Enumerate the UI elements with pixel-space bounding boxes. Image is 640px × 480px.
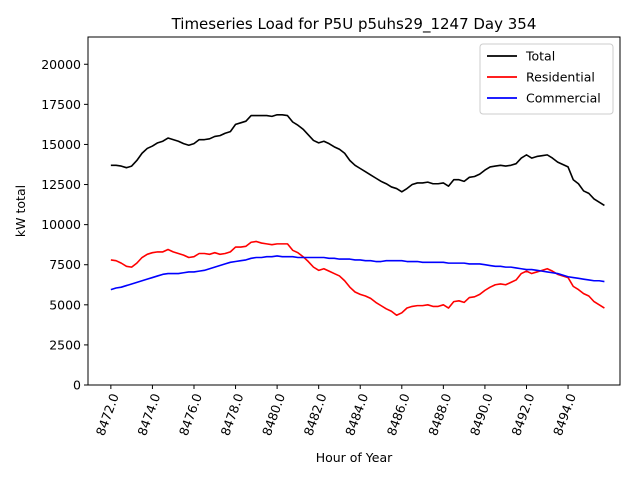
legend-label-total: Total bbox=[525, 49, 555, 64]
series-line-residential bbox=[110, 240, 605, 317]
legend-label-residential: Residential bbox=[526, 70, 595, 85]
plot-frame bbox=[87, 36, 621, 386]
legend-label-commercial: Commercial bbox=[526, 91, 601, 106]
y-tick-label: 7500 bbox=[49, 257, 81, 272]
y-tick-label: 17500 bbox=[41, 97, 81, 112]
y-tick-label: 2500 bbox=[49, 337, 81, 352]
legend: Total Residential Commercial bbox=[479, 43, 614, 115]
y-axis-title: kW total bbox=[13, 185, 28, 237]
y-axis: 0 2500 5000 7500 10000 12500 15000 17500 20000 bbox=[41, 57, 88, 393]
series-line-total bbox=[110, 113, 605, 207]
series-line-commercial bbox=[110, 255, 605, 291]
legend-box bbox=[479, 43, 614, 115]
series-layer bbox=[110, 113, 605, 317]
y-tick-label: 5000 bbox=[49, 297, 81, 312]
chart-title: Timeseries Load for P5U p5uhs29_1247 Day… bbox=[171, 15, 537, 34]
y-tick-label: 10000 bbox=[41, 217, 81, 232]
x-axis-title: Hour of Year bbox=[316, 450, 393, 465]
y-tick-label: 12500 bbox=[41, 177, 81, 192]
y-tick-label: 20000 bbox=[41, 57, 81, 72]
y-tick-label: 0 bbox=[73, 378, 81, 393]
y-tick-label: 15000 bbox=[41, 137, 81, 152]
